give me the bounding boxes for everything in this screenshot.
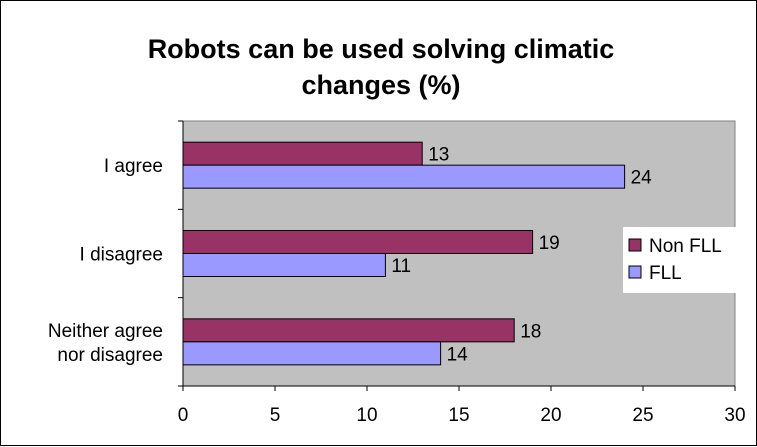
x-tick-label: 5 — [270, 405, 281, 426]
category-label: I agree — [104, 156, 163, 177]
x-tick-label: 0 — [178, 405, 189, 426]
bar-non-fll-1 — [182, 230, 534, 254]
x-tick-label: 10 — [356, 405, 377, 426]
bar-non-fll-0 — [182, 141, 423, 166]
chart-title-line: Robots can be used solving climatic — [147, 34, 615, 64]
data-label: 14 — [447, 344, 469, 365]
chart-title: Robots can be used solving climatic chan… — [121, 31, 641, 103]
x-tick-label: 25 — [632, 405, 653, 426]
x-tick-label: 20 — [540, 405, 561, 426]
bar-fll-0 — [182, 164, 626, 189]
data-label: 11 — [391, 256, 411, 277]
data-label: 19 — [539, 233, 560, 254]
axis-layer: I agree I disagree Neither agree nor disagr… — [48, 120, 746, 426]
legend-box — [623, 227, 737, 293]
data-label: 24 — [631, 168, 653, 189]
legend-swatch — [628, 238, 642, 252]
bars-layer: 13 24 19 11 18 14 — [182, 141, 653, 366]
legend-label: FLL — [649, 263, 682, 284]
data-label: 13 — [428, 145, 449, 166]
x-tick-label: 15 — [448, 405, 469, 426]
category-label: I disagree — [80, 245, 163, 266]
bar-fll-1 — [182, 253, 386, 277]
chart-title-line: changes (%) — [301, 70, 461, 100]
bar-non-fll-2 — [182, 318, 515, 343]
category-label: nor disagree — [57, 345, 163, 366]
bar-fll-2 — [182, 341, 442, 366]
legend-swatch — [628, 265, 642, 279]
x-tick-label: 30 — [724, 405, 745, 426]
legend: Non FLL FLL — [623, 227, 737, 293]
legend-label: Non FLL — [649, 236, 722, 257]
data-label: 18 — [520, 321, 541, 342]
category-label: Neither agree — [48, 321, 163, 342]
